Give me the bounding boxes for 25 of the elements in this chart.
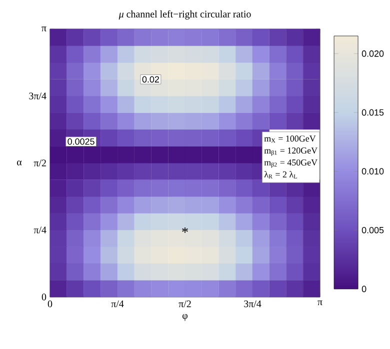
y-tick-label: 3π/4 xyxy=(29,92,46,100)
x-tick-label: π/4 xyxy=(111,300,124,308)
x-tick-label: 3π/4 xyxy=(244,300,262,308)
color-bar-label: 0.010 xyxy=(362,168,384,174)
color-bar-label: 0.015 xyxy=(362,109,384,116)
y-tick-label: π/2 xyxy=(34,160,46,166)
annotation: 0.0025 xyxy=(68,138,94,145)
x-tick-label: π/2 xyxy=(178,300,191,308)
annotation: m$_{X}$ = 100GeV xyxy=(264,136,316,142)
y-tick-label: π xyxy=(42,26,46,32)
x-axis-title: φ xyxy=(182,314,188,321)
color-bar-label: 0.020 xyxy=(362,50,384,57)
annotation: m$_{β1}$ = 120GeV xyxy=(264,147,318,156)
y-tick-label: π/4 xyxy=(34,226,46,234)
x-tick-label: 0 xyxy=(48,300,52,308)
annotation: λ$_{R}$ = 2 λ$_{L}$ xyxy=(264,171,297,178)
annotation: 0.02 xyxy=(142,76,159,83)
y-tick-label: 0 xyxy=(42,294,46,300)
x-tick-label: π xyxy=(318,300,322,306)
annotation: m$_{β2}$ = 450GeV xyxy=(264,159,318,168)
y-axis-title: α xyxy=(17,160,22,166)
chart-title: μ channel left−right circular ratio xyxy=(118,10,251,20)
annotation: * xyxy=(182,227,188,233)
color-bar-label: 0 xyxy=(362,286,366,292)
color-bar-label: 0.005 xyxy=(362,226,384,234)
